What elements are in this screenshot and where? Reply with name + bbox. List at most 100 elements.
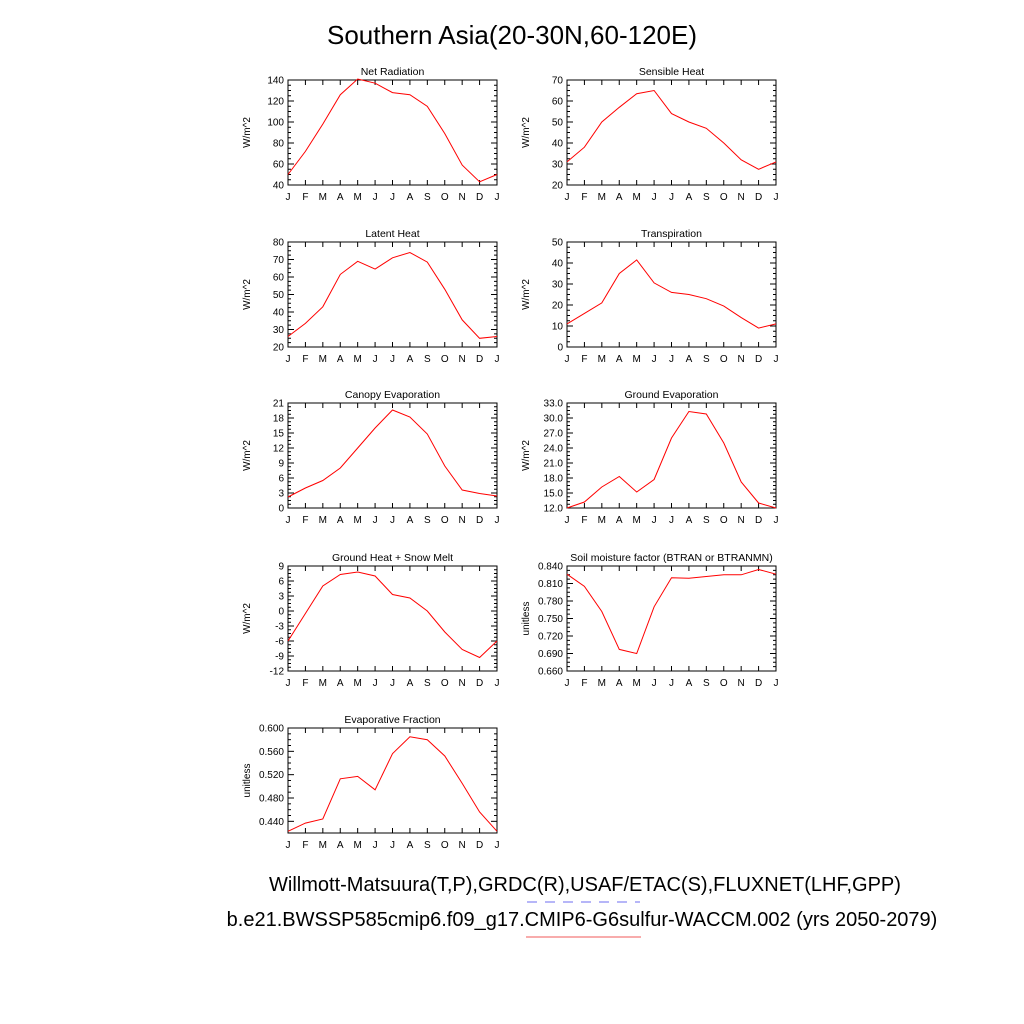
y-tick-label: 21 (273, 399, 285, 410)
y-tick-label: 0.560 (259, 747, 284, 758)
y-tick-label: -3 (275, 622, 284, 633)
x-tick-label: J (495, 840, 500, 851)
x-tick-label: J (390, 354, 395, 365)
x-tick-label: N (459, 192, 466, 203)
plot-frame (566, 79, 777, 186)
x-tick-label: J (774, 678, 779, 689)
data-line (566, 89, 777, 170)
x-tick-label: A (616, 678, 623, 689)
y-tick-label: 40 (273, 308, 285, 319)
x-tick-label: O (441, 840, 449, 851)
y-tick-label: 70 (273, 255, 285, 266)
x-tick-label: M (319, 840, 327, 851)
x-tick-label: F (581, 678, 587, 689)
y-tick-label: 60 (273, 273, 285, 284)
x-tick-label: S (703, 192, 710, 203)
x-tick-label: M (632, 515, 640, 526)
y-tick-label: 50 (273, 290, 285, 301)
y-tick-label: 30 (273, 325, 285, 336)
x-tick-label: D (755, 192, 762, 203)
y-tick-label: 100 (267, 118, 284, 129)
x-tick-label: A (407, 192, 414, 203)
panel-title: Net Radiation (361, 66, 425, 78)
y-tick-label: 140 (267, 76, 284, 87)
x-tick-label: J (286, 192, 291, 203)
y-tick-label: 120 (267, 97, 284, 108)
panel-title: Soil moisture factor (BTRAN or BTRANMN) (570, 552, 772, 564)
x-tick-label: N (459, 678, 466, 689)
y-tick-label: 15.0 (544, 489, 564, 500)
x-tick-label: F (302, 840, 308, 851)
x-tick-label: S (703, 354, 710, 365)
y-tick-label: 6 (278, 474, 284, 485)
x-tick-label: S (424, 678, 431, 689)
x-tick-label: M (319, 678, 327, 689)
y-tick-label: 20 (552, 181, 564, 192)
x-tick-label: J (652, 515, 657, 526)
x-tick-label: J (373, 192, 378, 203)
y-tick-label: -6 (275, 637, 284, 648)
x-tick-label: M (353, 354, 361, 365)
y-tick-label: 80 (273, 139, 285, 150)
y-tick-label: 30 (552, 280, 564, 291)
y-tick-label: 18 (273, 414, 285, 425)
x-tick-label: D (755, 354, 762, 365)
y-tick-label: 80 (273, 238, 285, 249)
x-tick-label: F (302, 678, 308, 689)
x-tick-label: J (669, 192, 674, 203)
y-tick-label: 0.750 (538, 614, 563, 625)
y-tick-label: -12 (270, 667, 285, 678)
y-tick-label: 40 (552, 139, 564, 150)
y-tick-label: 0.810 (538, 579, 563, 590)
y-tick-label: 40 (552, 259, 564, 270)
y-tick-label: 0.690 (538, 649, 563, 660)
y-axis-label: W/m^2 (521, 117, 532, 148)
data-line (287, 409, 498, 498)
data-line (287, 571, 498, 659)
x-tick-label: A (337, 192, 344, 203)
y-tick-label: 50 (552, 238, 564, 249)
y-tick-label: 20 (552, 301, 564, 312)
y-tick-label: 12.0 (544, 504, 564, 515)
x-tick-label: O (720, 192, 728, 203)
y-axis-label: W/m^2 (242, 279, 253, 310)
x-tick-label: A (337, 678, 344, 689)
x-tick-label: A (407, 354, 414, 365)
y-tick-label: 10 (552, 322, 564, 333)
x-tick-label: A (686, 354, 693, 365)
x-tick-label: J (286, 840, 291, 851)
y-tick-label: 24.0 (544, 444, 564, 455)
x-tick-label: M (598, 354, 606, 365)
x-tick-label: N (738, 515, 745, 526)
footer-credits: Willmott-Matsuura(T,P),GRDC(R),USAF/ETAC… (269, 874, 901, 896)
x-tick-label: O (720, 678, 728, 689)
data-line (287, 736, 498, 832)
y-tick-label: 0.660 (538, 667, 563, 678)
x-tick-label: J (669, 678, 674, 689)
x-tick-label: S (424, 354, 431, 365)
y-tick-label: 0.520 (259, 770, 284, 781)
x-tick-label: M (632, 192, 640, 203)
y-tick-label: 15 (273, 429, 285, 440)
x-tick-label: J (495, 678, 500, 689)
panel-title: Evaporative Fraction (344, 714, 440, 726)
y-tick-label: 12 (273, 444, 285, 455)
x-tick-label: M (319, 515, 327, 526)
x-tick-label: A (407, 678, 414, 689)
x-tick-label: J (373, 678, 378, 689)
y-tick-label: 3 (278, 592, 284, 603)
x-tick-label: J (565, 515, 570, 526)
y-tick-label: 20 (273, 343, 285, 354)
y-tick-label: 30.0 (544, 414, 564, 425)
x-tick-label: A (337, 354, 344, 365)
y-tick-label: 70 (552, 76, 564, 87)
y-tick-label: 0 (557, 343, 563, 354)
x-tick-label: N (738, 192, 745, 203)
x-tick-label: J (373, 840, 378, 851)
x-tick-label: O (720, 515, 728, 526)
x-tick-label: J (774, 515, 779, 526)
x-tick-label: N (738, 354, 745, 365)
x-tick-label: J (565, 678, 570, 689)
y-axis-label: W/m^2 (242, 117, 253, 148)
